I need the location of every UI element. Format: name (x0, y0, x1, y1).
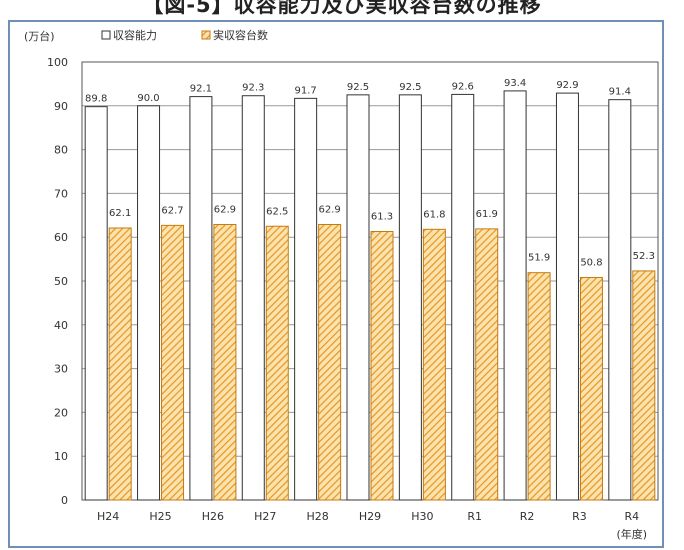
data-label-capacity: 91.4 (609, 87, 631, 98)
x-tick-label: H25 (149, 510, 171, 523)
x-axis-unit: (年度) (617, 527, 648, 541)
data-label-capacity: 92.1 (190, 84, 212, 95)
bar-capacity (346, 94, 370, 501)
bar-actual (370, 231, 394, 501)
y-tick-label: 20 (54, 406, 68, 419)
data-label-actual: 61.3 (371, 212, 393, 223)
data-label-capacity: 92.6 (452, 81, 474, 92)
bar-actual (318, 223, 342, 501)
data-label-actual: 51.9 (528, 253, 550, 264)
data-label-actual: 50.8 (580, 257, 602, 268)
y-tick-label: 50 (54, 275, 68, 288)
y-tick-label: 90 (54, 100, 68, 113)
bar-capacity (137, 105, 161, 501)
data-label-capacity: 92.5 (347, 82, 369, 93)
x-tick-label: H28 (306, 510, 328, 523)
page-title: 【図-5】収容能力及び実収容台数の推移 (142, 0, 542, 17)
y-tick-label: 80 (54, 144, 68, 157)
y-tick-label: 30 (54, 363, 68, 376)
x-tick-label: H29 (359, 510, 381, 523)
x-tick-label: H26 (202, 510, 224, 523)
legend-label: 収容能力 (113, 28, 157, 42)
bar-capacity (84, 106, 108, 501)
bar-actual (475, 228, 499, 501)
title-band: 【図-5】収容能力及び実収容台数の推移 (0, 0, 684, 20)
bar-actual (579, 276, 603, 501)
bar-capacity (398, 94, 422, 501)
chart-frame: 0 10 20 30 40 50 60 70 80 90 100 H24 H25 H26 H27 H28 H2… (8, 20, 664, 548)
bar-capacity (608, 99, 632, 501)
bar-capacity (451, 93, 475, 501)
data-label-capacity: 92.9 (556, 80, 578, 91)
legend-label: 実収容台数 (213, 28, 268, 42)
data-label-actual: 52.3 (633, 251, 655, 262)
data-label-capacity: 89.8 (85, 94, 107, 105)
bar-actual (632, 270, 656, 501)
bars: 89.8 62.1 90.0 62.7 92.1 62.9 92.3 62.5 91.7 62.9… (84, 78, 656, 501)
y-axis: 0 10 20 30 40 50 60 70 80 90 100 (47, 56, 68, 507)
x-tick-label: R2 (520, 510, 535, 523)
data-label-capacity: 92.5 (399, 82, 421, 93)
x-axis: H24 H25 H26 H27 H28 H29 H30 R1 R2 R3 R4 (97, 510, 639, 523)
data-label-actual: 62.9 (319, 204, 341, 215)
data-label-actual: 61.9 (476, 209, 498, 220)
bar-actual (422, 228, 446, 501)
bar-actual (161, 224, 185, 501)
bar-capacity (189, 96, 213, 501)
y-tick-label: 40 (54, 319, 68, 332)
data-label-actual: 62.9 (214, 204, 236, 215)
x-tick-label: R3 (572, 510, 587, 523)
bar-actual (108, 227, 132, 501)
data-label-actual: 61.8 (423, 209, 445, 220)
data-label-capacity: 91.7 (295, 85, 317, 96)
legend-swatch (201, 30, 211, 40)
data-label-capacity: 93.4 (504, 78, 526, 89)
x-tick-label: H30 (411, 510, 433, 523)
bar-capacity (555, 92, 579, 501)
legend: 収容能力 実収容台数 (101, 28, 268, 42)
y-tick-label: 70 (54, 187, 68, 200)
data-label-actual: 62.5 (266, 206, 288, 217)
y-axis-unit: (万台) (24, 29, 55, 43)
bar-capacity (503, 90, 527, 501)
x-tick-label: H27 (254, 510, 276, 523)
x-tick-label: R1 (467, 510, 482, 523)
data-label-actual: 62.1 (109, 208, 131, 219)
data-label-capacity: 92.3 (242, 83, 264, 94)
bar-capacity (241, 95, 265, 501)
y-tick-label: 10 (54, 450, 68, 463)
x-tick-label: R4 (624, 510, 639, 523)
plot-area-border (81, 61, 659, 501)
y-tick-label: 100 (47, 56, 68, 69)
data-label-capacity: 90.0 (137, 93, 159, 104)
data-label-actual: 62.7 (161, 205, 183, 216)
bar-actual (213, 223, 237, 501)
x-tick-label: H24 (97, 510, 119, 523)
bar-actual (527, 272, 551, 501)
bar-capacity (294, 97, 318, 501)
y-tick-label: 60 (54, 231, 68, 244)
legend-swatch (101, 30, 111, 40)
y-tick-label: 0 (61, 494, 68, 507)
bar-actual (265, 225, 289, 501)
